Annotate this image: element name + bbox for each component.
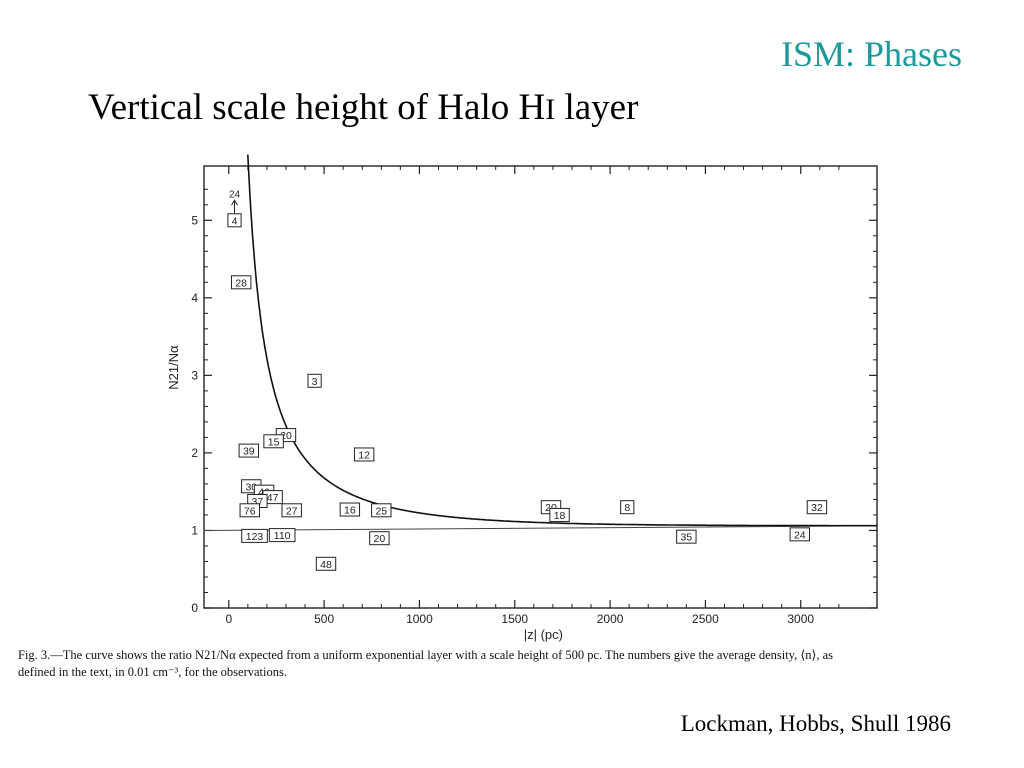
scale-height-chart: 4283201539123046473776271625201883212311… [166,154,878,642]
data-point-label: 3 [312,376,318,388]
slide-topic: ISM: Phases [780,34,962,74]
data-point-box [369,531,390,546]
x-tick-label: 0 [225,612,232,626]
x-axis-label: |z| (pc) [524,627,563,642]
data-point-box [281,503,302,518]
data-point-box [620,500,635,515]
data-point-label: 32 [811,502,823,514]
data-point-label: 4 [232,215,238,227]
x-tick-label: 1000 [406,612,433,626]
data-point-box [789,527,810,542]
data-point-label: 16 [344,505,356,517]
data-point-box [239,503,260,518]
data-point-box [227,213,242,228]
slide-title-main: Vertical scale height of Halo H [88,87,546,128]
data-point: 35 [676,529,697,544]
model-curve-layer [247,154,877,527]
data-point-box [353,447,375,462]
data-point-label: 30 [245,481,257,493]
data-point-box [371,503,392,518]
data-point: 48 [315,556,337,571]
slide-title: Vertical scale height of Halo HI layer [88,86,638,129]
axes [203,165,878,609]
x-tick-label: 1500 [501,612,528,626]
data-point-label: 20 [280,430,292,442]
data-point: 123 [241,528,268,543]
data-point: 12 [353,447,375,462]
y-tick-label: 0 [191,601,198,615]
y-tick-label: 1 [191,523,198,537]
data-point-box [339,502,361,517]
data-point-box [241,528,268,543]
data-point-label: 18 [554,510,566,522]
plot-frame [203,165,878,609]
data-point: 16 [339,502,361,517]
data-point: 27 [281,503,302,518]
data-point: 110 [268,528,296,543]
slide-title-roman-numeral: I [545,93,556,126]
figure-caption: Fig. 3.—The curve shows the ratio N21/Nα… [18,647,1018,681]
data-point: 25 [371,503,392,518]
data-point: 8 [620,500,635,515]
y-axis-label: N21/Nα [166,345,181,390]
data-point-label: 27 [286,505,298,517]
data-point-box [315,556,337,571]
model-curve [247,154,877,527]
data-point-box [676,529,697,544]
data-point: 20 [369,531,390,546]
data-point: 15 [263,434,284,449]
y-tick-label: 4 [191,291,198,305]
data-point: 18 [549,507,570,522]
data-point-label: 15 [268,436,280,448]
data-point-label: 123 [246,531,264,543]
data-point: 3 [307,373,322,388]
x-tick-label: 2500 [692,612,719,626]
slide-title-end: layer [555,87,639,128]
x-tick-label: 3000 [787,612,814,626]
reference-line-layer [203,525,878,531]
data-point: 32 [806,500,828,515]
x-tick-label: 2000 [597,612,624,626]
data-point: 76 [239,503,260,518]
data-point-box [238,443,260,458]
data-point-box [268,528,296,543]
data-point-label: 39 [243,446,255,458]
caption-line-2: defined in the text, in 0.01 cm⁻³, for t… [18,665,287,679]
data-point-label: 76 [244,505,256,517]
reference-line [203,525,878,531]
data-point-box [806,500,828,515]
data-point: 39 [238,443,260,458]
data-point-label: 48 [320,559,332,571]
caption-line-1: Fig. 3.—The curve shows the ratio N21/Nα… [18,648,834,662]
y-tick-label: 3 [191,368,198,382]
data-point-label: 110 [274,530,291,542]
data-point-label: 24 [794,529,806,541]
data-point-label: 28 [235,277,247,289]
data-point-box [307,373,322,388]
data-point: 24 [789,527,810,542]
data-point: 47 [262,490,283,505]
data-point-box [263,434,284,449]
data-point-box [549,507,570,522]
x-tick-label: 500 [314,612,334,626]
y-tick-label: 5 [191,213,198,227]
data-point-label: 37 [252,496,264,508]
data-point-label: 25 [375,505,387,517]
upper-limit-label: 24 [229,189,241,200]
data-point-box [230,275,252,290]
data-point-label: 20 [374,533,386,545]
data-point: 4 [227,213,242,228]
data-point-label: 47 [267,492,279,504]
data-point-label: 35 [681,532,693,544]
upper-limit-arrowhead [231,199,238,206]
data-point: 28 [230,275,252,290]
citation: Lockman, Hobbs, Shull 1986 [680,711,951,736]
y-tick-label: 2 [191,446,198,460]
data-points-layer: 4283201539123046473776271625201883212311… [227,189,828,571]
data-point-label: 8 [624,502,630,514]
data-point-label: 12 [358,449,370,461]
